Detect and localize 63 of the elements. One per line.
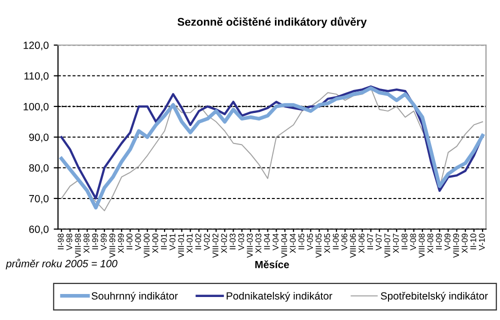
- x-tick-label: II-03: [230, 234, 236, 250]
- y-tick-label: 120,0: [24, 42, 49, 50]
- x-tick-label: XI-01: [186, 234, 193, 254]
- x-tick-label: II-00: [126, 234, 132, 250]
- y-tick-label: 100,0: [24, 102, 49, 112]
- x-tick-label: II-05: [298, 234, 304, 250]
- x-tick-label: V-03: [238, 234, 244, 250]
- x-tick-label: XI-02: [221, 234, 227, 254]
- x-tick-label: VIII-08: [418, 234, 425, 258]
- chart-title: Sezonně očištěné indikátory důvěry: [178, 16, 367, 28]
- text: průměr roku 2005 = 100: [6, 258, 118, 270]
- x-tick-label: VIII-01: [178, 234, 184, 258]
- y-tick-label: 110,0: [24, 72, 49, 81]
- x-tick-label: VIII-07: [384, 234, 390, 258]
- x-tick-label: V-05: [307, 234, 313, 250]
- x-tick-label: V-99: [100, 234, 107, 250]
- x-tick-label: VIII-05: [316, 234, 322, 258]
- x-tick-label: XI-03: [255, 234, 262, 254]
- x-tick-label: XI-99: [118, 234, 124, 254]
- y-tick-label: 90,0: [29, 134, 49, 142]
- x-tick-label: II-08: [402, 234, 408, 250]
- y-tick-label: 60,0: [29, 226, 49, 234]
- x-axis-title: Měsíce: [255, 260, 290, 268]
- x-tick-label: VIII-98: [74, 234, 81, 258]
- y-tick-label: 80,0: [29, 164, 49, 173]
- legend-label: Spotřebitelský indikátor: [380, 292, 488, 302]
- x-tick-label: V-00: [135, 234, 142, 250]
- legend-label: Souhrnný indikátor: [92, 292, 178, 302]
- x-tick-label: II-07: [367, 234, 374, 250]
- y-tick-label: 70,0: [29, 194, 49, 204]
- x-tick-label: V-08: [410, 234, 416, 250]
- x-tick-label: V-02: [204, 234, 210, 250]
- x-tick-label: VIII-99: [109, 234, 116, 258]
- x-tick-label: XI-98: [84, 234, 90, 254]
- x-tick-label: V-01: [170, 234, 176, 250]
- x-tick-label: XI-00: [152, 234, 158, 254]
- x-tick-label: II-04: [264, 234, 270, 250]
- x-tick-label: II-06: [332, 234, 339, 250]
- x-tick-label: XI-06: [358, 234, 364, 254]
- x-tick-label: XI-07: [392, 234, 399, 254]
- x-tick-label: VIII-06: [350, 234, 356, 258]
- x-tick-label: V-09: [444, 234, 450, 250]
- x-tick-label: II-01: [160, 234, 167, 250]
- x-tick-label: VIII-00: [144, 234, 150, 258]
- x-tick-label: II-10: [470, 234, 476, 250]
- x-tick-label: II-09: [436, 234, 442, 250]
- x-tick-label: XI-04: [290, 234, 296, 254]
- x-tick-label: XI-05: [324, 234, 330, 254]
- x-tick-label: VIII-02: [212, 234, 218, 258]
- x-tick-label: V-06: [341, 234, 348, 250]
- x-tick-label: VIII-09: [453, 234, 460, 258]
- x-tick-label: V-07: [376, 234, 382, 250]
- x-tick-label: VIII-04: [281, 234, 288, 258]
- x-tick-label: XI-08: [427, 234, 434, 254]
- x-tick-label: VIII-03: [246, 234, 253, 258]
- x-tick-label: V-10: [478, 234, 485, 250]
- x-tick-label: II-02: [195, 234, 202, 250]
- legend-label: Podnikatelský indikátor: [226, 292, 332, 302]
- x-tick-label: II-98: [58, 234, 64, 250]
- x-tick-label: XI-09: [462, 234, 468, 254]
- x-tick-label: V-04: [272, 234, 279, 250]
- x-tick-label: V-98: [66, 234, 72, 250]
- x-tick-label: II-99: [92, 234, 98, 250]
